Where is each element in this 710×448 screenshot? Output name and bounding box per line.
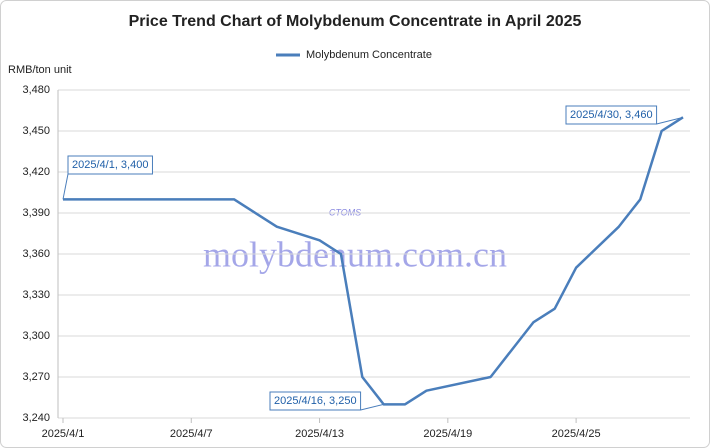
- x-tick-label: 2025/4/1: [42, 428, 85, 440]
- y-tick-label: 3,330: [22, 289, 50, 301]
- legend-label: Molybdenum Concentrate: [306, 49, 432, 61]
- annotation: 2025/4/30, 3,460: [565, 105, 684, 125]
- y-tick-label: 3,300: [22, 330, 50, 342]
- annotation-pointer: [656, 116, 684, 125]
- x-tick-label: 2025/4/13: [295, 428, 344, 440]
- annotation-text: 2025/4/1, 3,400: [72, 159, 148, 171]
- series-line: [63, 116, 684, 406]
- annotation-text: 2025/4/30, 3,460: [570, 109, 653, 121]
- x-tick-label: 2025/4/19: [423, 428, 472, 440]
- annotation: 2025/4/16, 3,250: [269, 391, 384, 411]
- y-tick-label: 3,360: [22, 248, 50, 260]
- y-tick-label: 3,270: [22, 371, 50, 383]
- annotation-box: [67, 155, 153, 175]
- y-tick-label: 3,240: [22, 412, 50, 424]
- annotation-pointer: [360, 403, 384, 411]
- annotation-box: [565, 105, 658, 125]
- y-tick-label: 3,450: [22, 125, 50, 137]
- y-tick-label: 3,390: [22, 207, 50, 219]
- watermark-logo: CTOMS: [329, 207, 361, 217]
- annotation-box: [269, 391, 362, 411]
- chart-title: Price Trend Chart of Molybdenum Concentr…: [129, 13, 582, 30]
- annotation-text: 2025/4/16, 3,250: [274, 395, 357, 407]
- y-axis-label: RMB/ton unit: [8, 64, 72, 76]
- y-tick-label: 3,420: [22, 166, 50, 178]
- annotation: 2025/4/1, 3,400: [62, 155, 153, 200]
- y-tick-label: 3,480: [22, 84, 50, 96]
- x-tick-label: 2025/4/25: [552, 428, 601, 440]
- annotation-pointer: [62, 173, 69, 200]
- x-tick-label: 2025/4/7: [170, 428, 213, 440]
